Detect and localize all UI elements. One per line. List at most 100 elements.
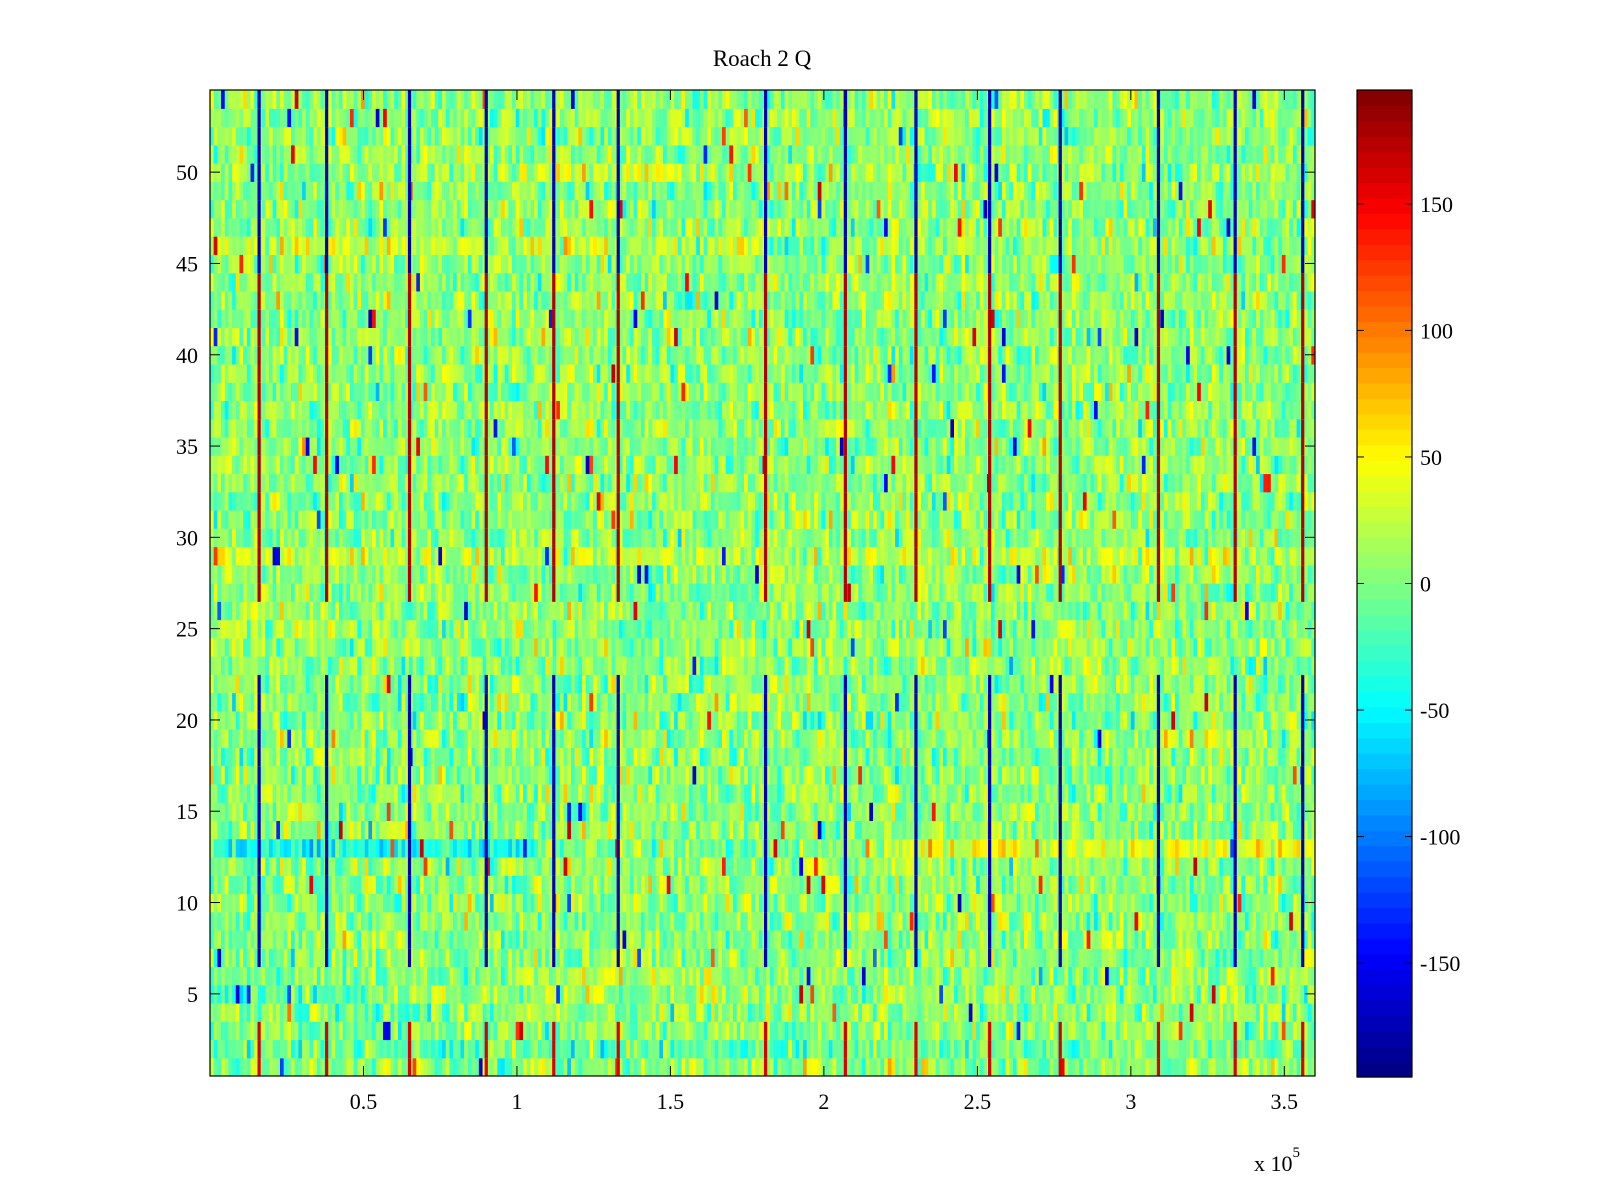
heatmap-cell	[644, 1057, 649, 1076]
heatmap-cell	[1005, 820, 1010, 840]
heatmap-cell	[383, 1002, 388, 1022]
heatmap-cell	[1005, 1021, 1010, 1041]
heatmap-cell	[887, 820, 893, 840]
heatmap-cell	[685, 893, 690, 913]
heatmap-cell	[338, 1021, 344, 1041]
heatmap-cell	[814, 1021, 819, 1041]
heatmap-cell	[1245, 948, 1250, 968]
heatmap-cell	[574, 984, 579, 1004]
heatmap-cell	[965, 875, 970, 895]
heatmap-cell	[994, 838, 999, 858]
heatmap-cell	[652, 929, 657, 949]
heatmap-cell	[316, 984, 322, 1004]
heatmap-cell	[224, 929, 230, 949]
heatmap-cell	[434, 783, 439, 803]
heatmap-cell	[401, 948, 406, 968]
pulse-cell	[325, 1039, 329, 1059]
heatmap-cell	[405, 802, 410, 821]
heatmap-cell	[1082, 1021, 1088, 1041]
pulse-cell	[843, 783, 847, 803]
heatmap-cell	[243, 838, 248, 858]
heatmap-cell	[710, 911, 716, 931]
heatmap-cell	[983, 838, 988, 858]
heatmap-cell	[342, 984, 347, 1004]
pulse-cell	[763, 911, 768, 931]
heatmap-cell	[357, 1057, 362, 1076]
heatmap-cell	[1016, 929, 1021, 949]
heatmap-cell	[747, 966, 753, 986]
heatmap-cell	[652, 856, 657, 876]
heatmap-cell	[412, 875, 417, 895]
heatmap-cell	[854, 984, 859, 1004]
heatmap-cell	[618, 966, 624, 986]
pulse-cell	[325, 875, 329, 895]
heatmap-cell	[1197, 929, 1202, 949]
heatmap-cell	[1001, 1039, 1007, 1059]
heatmap-cell	[1219, 929, 1224, 949]
heatmap-cell	[655, 1057, 660, 1076]
heatmap-cell	[1208, 911, 1213, 931]
heatmap-cell	[663, 911, 668, 931]
heatmap-cell	[674, 838, 679, 858]
heatmap-cell	[331, 1057, 336, 1076]
heatmap-cell	[758, 984, 764, 1004]
heatmap-cell	[1237, 984, 1242, 1004]
heatmap-cell	[707, 911, 712, 931]
heatmap-cell	[1193, 1057, 1198, 1076]
heatmap-cell	[887, 838, 893, 858]
heatmap-cell	[445, 838, 451, 858]
heatmap-cell	[1215, 984, 1220, 1004]
heatmap-cell	[1053, 893, 1058, 913]
heatmap-cell	[858, 1039, 863, 1059]
heatmap-cell	[357, 929, 362, 949]
heatmap-cell	[1046, 820, 1051, 840]
heatmap-cell	[478, 838, 484, 858]
heatmap-cell	[629, 802, 635, 821]
heatmap-cell	[729, 802, 734, 821]
heatmap-cell	[854, 838, 859, 858]
heatmap-cell	[939, 911, 944, 931]
heatmap-cell	[298, 820, 303, 840]
heatmap-cell	[954, 966, 959, 986]
heatmap-cell	[438, 984, 443, 1004]
heatmap-cell	[891, 1002, 896, 1022]
heatmap-cell	[1285, 1039, 1290, 1059]
heatmap-cell	[725, 1002, 730, 1022]
heatmap-cell	[814, 1039, 819, 1059]
pulse-cell	[1233, 929, 1237, 949]
heatmap-cell	[1097, 948, 1102, 968]
heatmap-cell	[1175, 1039, 1180, 1059]
heatmap-cell	[755, 838, 760, 858]
heatmap-cell	[449, 948, 454, 968]
heatmap-cell	[1001, 1002, 1007, 1022]
heatmap-cell	[327, 820, 333, 840]
heatmap-cell	[891, 893, 896, 913]
heatmap-cell	[1171, 838, 1176, 858]
heatmap-cell	[416, 820, 421, 840]
heatmap-cell	[287, 1057, 292, 1076]
heatmap-cell	[467, 802, 473, 821]
heatmap-cell	[449, 875, 454, 895]
heatmap-cell	[817, 911, 823, 931]
heatmap-cell	[519, 966, 524, 986]
heatmap-cell	[604, 1057, 609, 1076]
heatmap-cell	[405, 1057, 410, 1076]
heatmap-cell	[895, 1021, 900, 1041]
heatmap-cell	[1071, 802, 1077, 821]
heatmap-cell	[954, 802, 959, 821]
heatmap-cell	[523, 984, 528, 1004]
heatmap-cell	[364, 893, 369, 913]
heatmap-cell	[718, 875, 723, 895]
heatmap-cell	[1130, 893, 1136, 913]
heatmap-cell	[313, 1021, 318, 1041]
heatmap-cell	[508, 802, 513, 821]
heatmap-cell	[869, 1021, 874, 1041]
heatmap-cell	[898, 802, 904, 821]
heatmap-cell	[1071, 1002, 1077, 1022]
heatmap-cell	[364, 856, 369, 876]
heatmap-cell	[313, 783, 318, 803]
heatmap-cell	[873, 984, 878, 1004]
heatmap-cell	[784, 948, 789, 968]
heatmap-cell	[677, 1002, 683, 1022]
heatmap-cell	[1053, 783, 1058, 803]
